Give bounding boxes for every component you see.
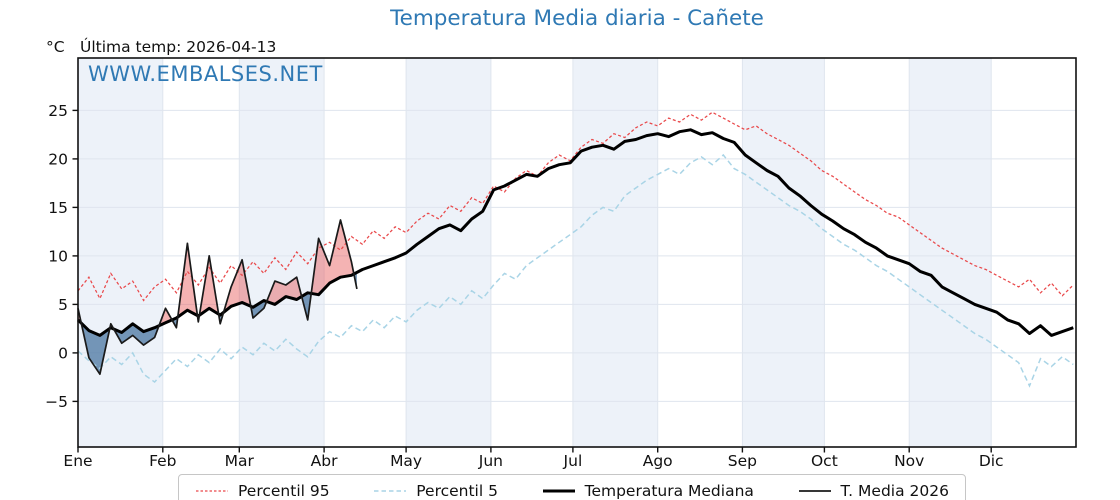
legend-label: Percentil 95 [238,482,330,500]
y-tick-label: 0 [58,344,68,362]
y-tick-label: −5 [45,393,68,411]
y-axis-unit-label: °C [46,38,65,56]
x-tick-label: Ene [63,452,92,470]
legend-item-temperatura-mediana: Temperatura Mediana [542,482,754,500]
t-media-2026-line [77,219,358,376]
x-tick-label: Sep [728,452,757,470]
legend-label: T. Media 2026 [840,482,949,500]
chart-title: Temperatura Media diaria - Cañete [390,6,764,31]
legend-item-t-media-2026: T. Media 2026 [798,482,949,500]
legend-item-percentil-5: Percentil 5 [373,482,498,500]
month-band [78,58,163,447]
legend-line-sample [196,490,228,492]
y-tick-label: 5 [58,296,68,314]
legend-line-sample [798,490,831,492]
legend-label: Percentil 5 [416,482,498,500]
y-tick-label: 25 [48,102,68,120]
percentil-5-line [77,153,1074,388]
x-tick-label: Mar [225,452,255,470]
legend-line-sample [542,489,575,493]
x-tick-label: Ago [643,452,673,470]
mediana-line [76,128,1074,337]
x-tick-label: Abr [311,452,338,470]
chart-legend: Percentil 95 Percentil 5 Temperatura Media… [178,474,966,500]
month-band [909,58,992,447]
plot-border [77,57,1077,448]
month-band [742,58,825,447]
x-tick-label: May [390,452,422,470]
month-band [572,58,658,447]
legend-label: Temperatura Mediana [584,482,754,500]
x-tick-label: Oct [811,452,838,470]
x-tick-label: Jul [563,452,583,470]
last-temp-label: Última temp: 2026-04-13 [80,38,277,56]
fill-above-median [78,220,354,329]
x-tick-label: Feb [149,452,176,470]
percentil-95-line [77,111,1074,302]
x-tick-label: Dic [979,452,1004,470]
y-tick-label: 10 [48,247,68,265]
x-tick-label: Jun [478,452,503,470]
month-band [239,58,325,447]
y-tick-label: 20 [48,150,68,168]
legend-item-percentil-95: Percentil 95 [195,482,330,500]
watermark-text: WWW.EMBALSES.NET [88,62,323,86]
y-tick-label: 15 [48,199,68,217]
month-band [406,58,491,447]
x-tick-label: Nov [894,452,924,470]
legend-line-sample [374,490,407,492]
